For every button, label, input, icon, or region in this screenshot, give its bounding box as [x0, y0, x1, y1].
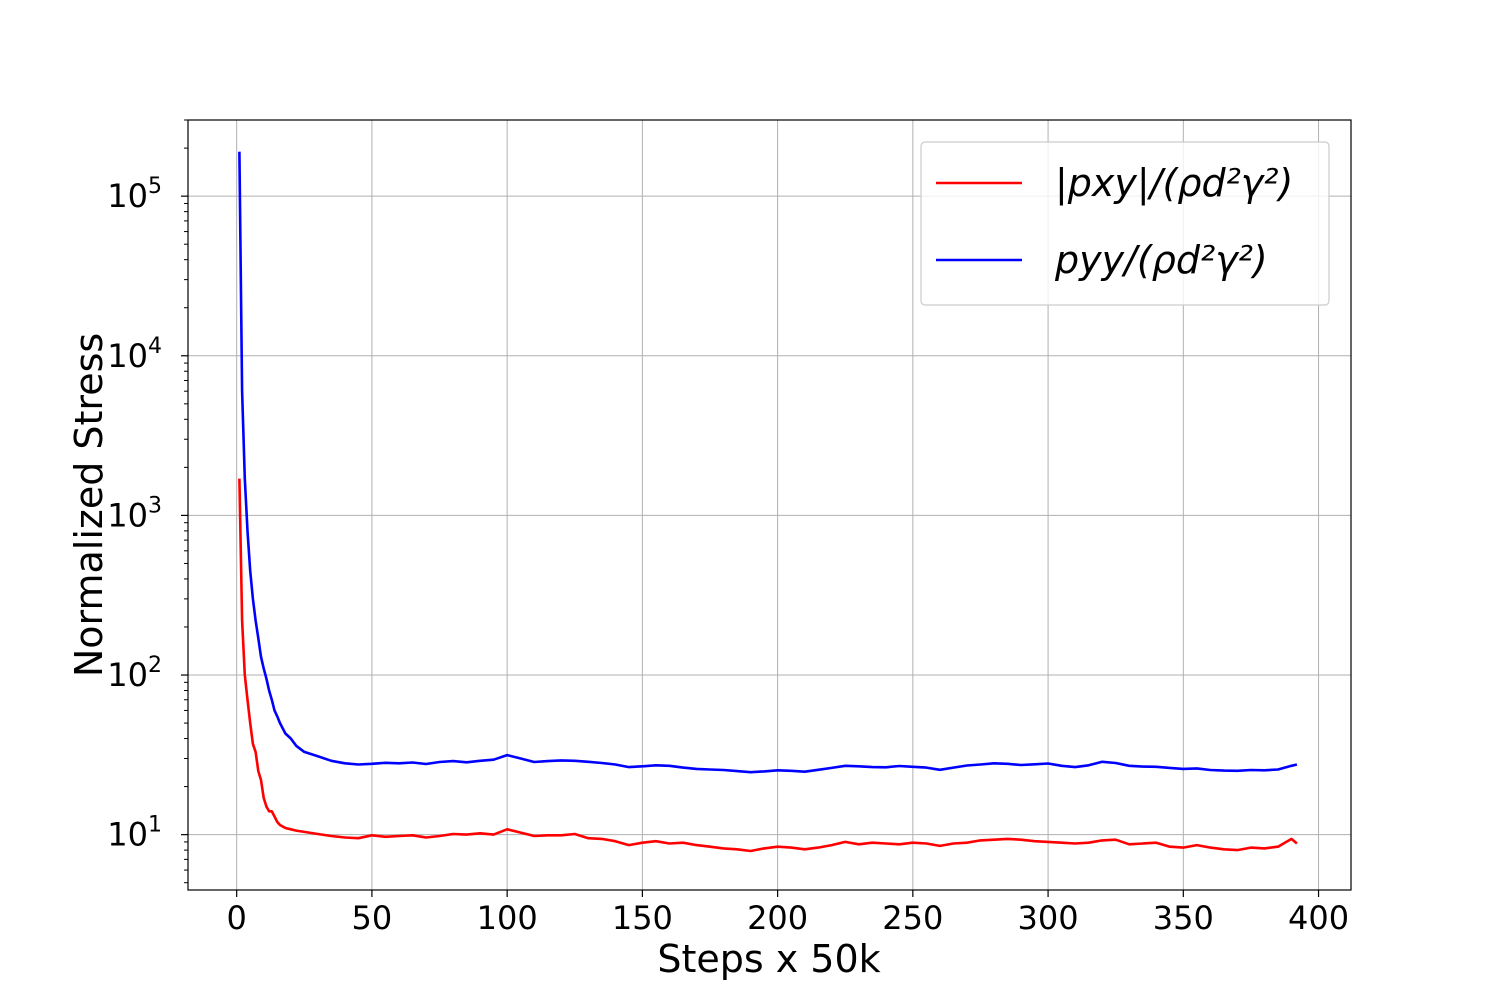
- y-tick-label: 104: [107, 334, 162, 375]
- series-line-pyy: [238, 151, 1298, 774]
- x-axis-ticks: 0 50 100 150 200 250 300 350 400: [227, 890, 1349, 937]
- x-tick-label: 300: [1018, 899, 1079, 937]
- x-tick-label: 250: [882, 899, 943, 937]
- x-tick-label: 150: [612, 899, 673, 937]
- x-tick-label: 0: [227, 899, 247, 937]
- y-tick-label: 102: [107, 653, 162, 694]
- series-line-pxy: [238, 478, 1298, 853]
- legend-box: [920, 141, 1330, 306]
- x-tick-label: 200: [747, 899, 808, 937]
- x-tick-label: 50: [352, 899, 393, 937]
- x-tick-label: 350: [1153, 899, 1214, 937]
- series-lines: [238, 151, 1298, 853]
- x-tick-label: 400: [1288, 899, 1349, 937]
- y-tick-label: 103: [107, 493, 162, 534]
- legend: |pxy|/(ρd²γ²) pyy/(ρd²γ²): [920, 141, 1330, 306]
- y-axis-title: Normalized Stress: [67, 333, 111, 677]
- y-tick-label: 101: [107, 813, 162, 854]
- y-tick-label: 105: [107, 174, 162, 215]
- legend-label: pyy/(ρd²γ²): [1054, 238, 1268, 282]
- x-tick-label: 100: [477, 899, 538, 937]
- x-axis-title: Steps x 50k: [657, 937, 880, 981]
- plot-frame: [187, 119, 1352, 891]
- legend-label: |pxy|/(ρd²γ²): [1055, 161, 1293, 206]
- y-axis-ticks: 101 102 103 104 105: [107, 119, 188, 884]
